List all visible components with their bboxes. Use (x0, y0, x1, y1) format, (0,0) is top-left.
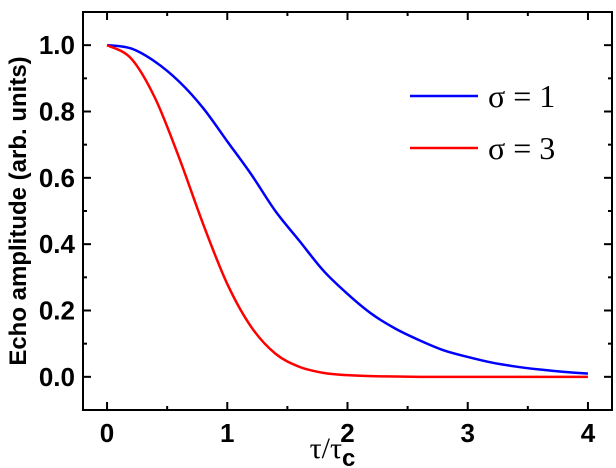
x-axis-title: τ/τc (310, 432, 356, 468)
legend: σ = 1 σ = 3 (410, 78, 555, 166)
y-tick-label: 0.6 (39, 163, 75, 193)
y-tick-label: 0.4 (39, 229, 76, 259)
x-tick-label: 0 (100, 418, 114, 448)
y-axis-title: Echo amplitude (arb. units) (5, 56, 32, 365)
legend-label-1: σ = 1 (488, 78, 555, 114)
x-tick-label: 2 (340, 418, 354, 448)
series-line-1 (106, 43, 589, 375)
plot-frame (82, 11, 613, 411)
y-tick-label: 0.2 (39, 296, 75, 326)
legend-label-2: σ = 3 (488, 130, 555, 166)
y-tick-label: 0.8 (39, 97, 75, 127)
y-tick-label: 1.0 (39, 30, 75, 60)
x-tick-label: 4 (581, 418, 596, 448)
y-tick-label: 0.0 (39, 362, 75, 392)
x-tick-label: 1 (220, 418, 234, 448)
x-axis-title-subscript: c (342, 445, 355, 468)
series-line-2 (106, 44, 588, 379)
x-tick-label: 3 (460, 418, 474, 448)
x-axis-title-main: τ/τ (310, 432, 342, 465)
